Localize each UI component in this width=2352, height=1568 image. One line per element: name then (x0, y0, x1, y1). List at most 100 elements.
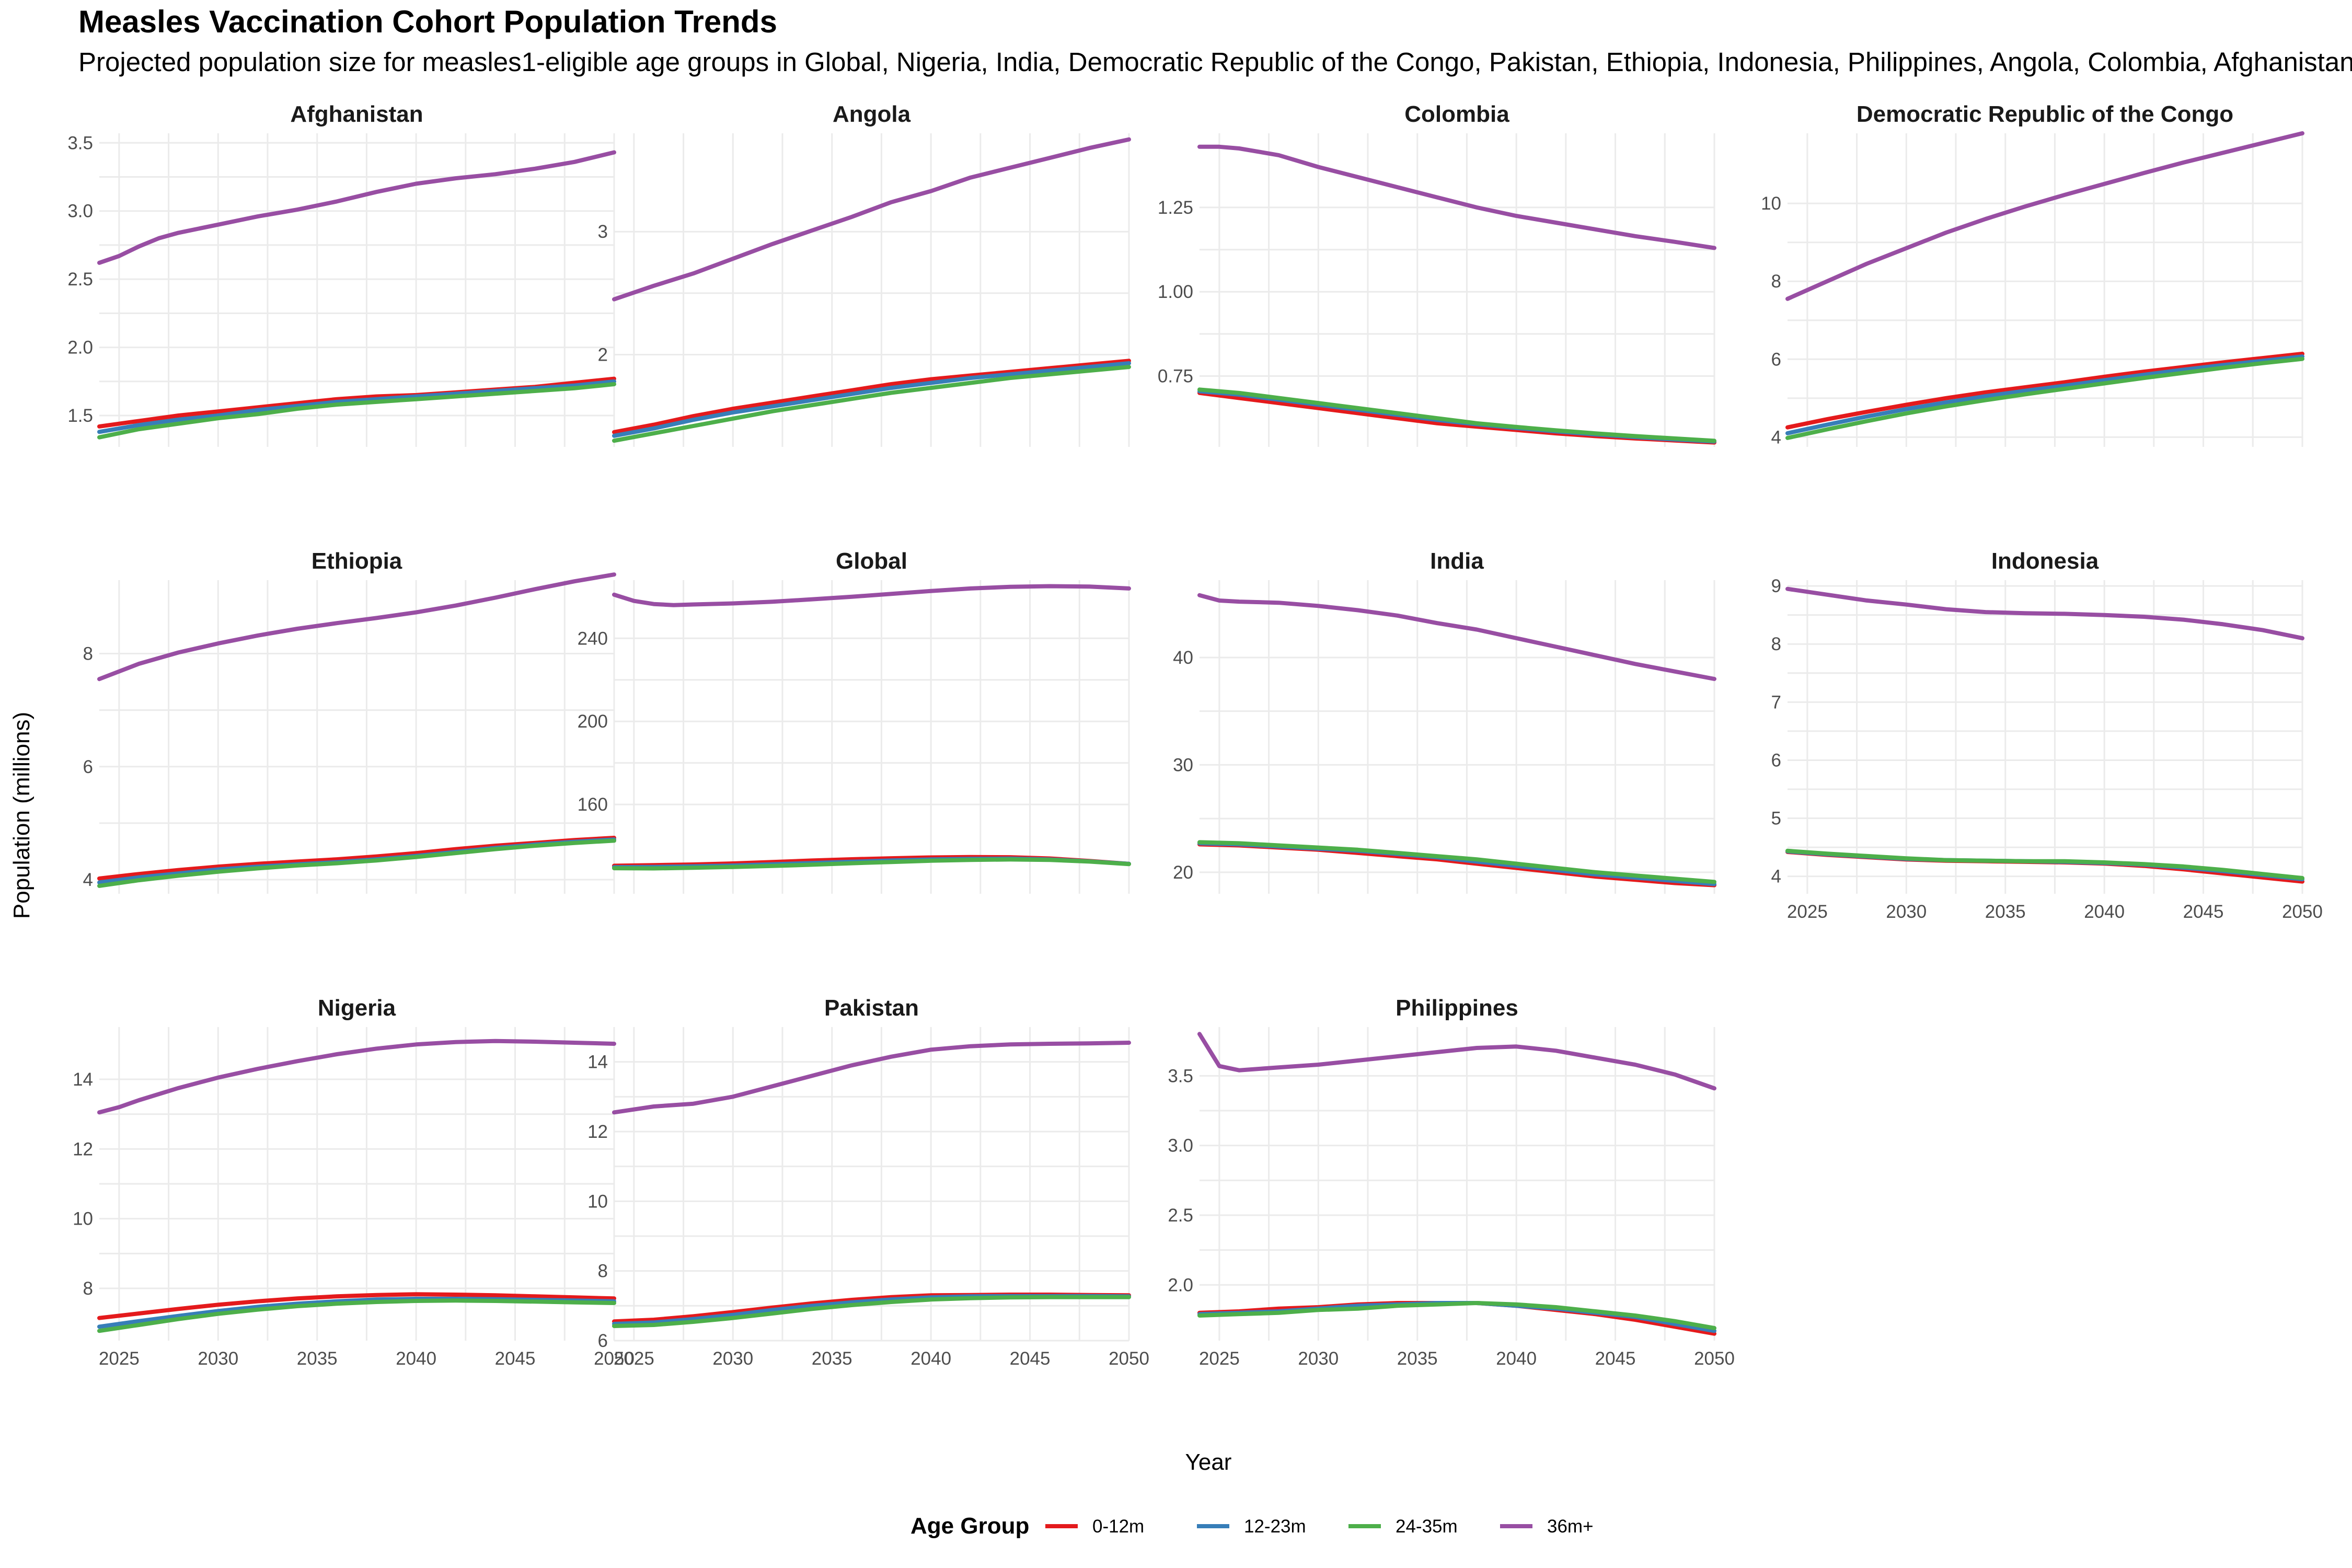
y-tick-label: 8 (83, 644, 93, 664)
series-line-24-35m (612, 365, 1131, 443)
grid-minor (99, 133, 614, 447)
y-tick-label: 10 (73, 1209, 93, 1229)
series-line-24-35m (1197, 1301, 1716, 1330)
facet-title: India (1430, 548, 1484, 574)
y-tick-label: 6 (1771, 349, 1781, 370)
legend-item-24-35m: 24-35m (1348, 1516, 1458, 1537)
x-tick-label: 2045 (1010, 1348, 1051, 1369)
series-line-12-23m (612, 361, 1131, 438)
y-tick-label: 10 (1761, 193, 1781, 214)
legend-title: Age Group (910, 1513, 1029, 1539)
facet-title: Colombia (1404, 101, 1509, 127)
legend-item-0-12m: 0-12m (1045, 1516, 1144, 1537)
y-tick-label: 3.0 (67, 201, 93, 222)
facet-angola: Angola 2 3 (598, 101, 1131, 447)
facet-title: Democratic Republic of the Congo (1857, 101, 2233, 127)
y-tick-label: 9 (1771, 576, 1781, 596)
grid-minor (99, 580, 614, 894)
series-line-36m (97, 1039, 616, 1115)
y-tick-label: 4 (1771, 427, 1781, 447)
y-tick-label: 3.5 (1168, 1066, 1193, 1086)
facet-title: Angola (833, 101, 911, 127)
facet-indonesia: Indonesia 4 5 6 7 8 9 2025 2030 2035 2040 2045 2050 (1771, 548, 2323, 922)
x-tick-label: 2035 (812, 1348, 852, 1369)
x-tick-label: 2030 (198, 1348, 238, 1369)
series-line-36m (1785, 131, 2304, 301)
facet-democratic-republic-of-the-congo: Democratic Republic of the Congo 4 6 8 10 (1761, 101, 2304, 447)
x-tick-label: 2050 (1109, 1348, 1149, 1369)
y-tick-label: 4 (1771, 867, 1781, 887)
x-axis-title: Year (1185, 1449, 1232, 1475)
chart-title: Measles Vaccination Cohort Population Tr… (78, 4, 777, 39)
legend: Age Group 0-12m 12-23m 24-35m 36m+ (910, 1513, 1594, 1539)
y-tick-label: 1.25 (1158, 198, 1193, 218)
grid-minor (1200, 1027, 1714, 1341)
x-tick-label: 2030 (712, 1348, 753, 1369)
series-line-36m (97, 572, 616, 682)
facet-panels: Afghanistan 1.5 2.0 2.5 3.0 3.5 Angola 2 3 Colomb… (67, 101, 2323, 1369)
x-tick-label: 2030 (1298, 1348, 1339, 1369)
legend-item-12-23m: 12-23m (1197, 1516, 1306, 1537)
x-tick-label: 2030 (1886, 902, 1927, 922)
facet-philippines: Philippines 2.0 2.5 3.0 3.5 2025 2030 2035 2040 2… (1168, 995, 1735, 1369)
y-tick-label: 8 (1771, 634, 1781, 654)
x-tick-label: 2040 (396, 1348, 436, 1369)
facet-title: Ethiopia (312, 548, 402, 574)
grid-minor (614, 580, 1129, 894)
y-tick-label: 8 (1771, 271, 1781, 292)
series-line-24-35m (612, 1295, 1131, 1328)
x-tick-label: 2035 (1985, 902, 2026, 922)
series-line-36m (1197, 593, 1716, 681)
y-tick-label: 12 (73, 1139, 93, 1159)
y-tick-label: 30 (1173, 755, 1193, 775)
y-tick-label: 14 (587, 1052, 608, 1073)
x-tick-label: 2025 (1787, 902, 1828, 922)
series-line-36m (612, 584, 1131, 607)
y-tick-label: 12 (587, 1122, 608, 1142)
y-tick-label: 10 (587, 1191, 608, 1212)
y-tick-label: 0.75 (1158, 366, 1193, 387)
x-tick-label: 2050 (2282, 902, 2323, 922)
facet-colombia: Colombia 0.75 1.00 1.25 (1158, 101, 1716, 447)
legend-label: 0-12m (1092, 1516, 1144, 1537)
y-tick-label: 1.00 (1158, 282, 1193, 302)
y-tick-label: 3 (598, 222, 608, 242)
y-axis-title: Population (millions) (9, 712, 34, 919)
y-tick-label: 6 (83, 757, 93, 777)
series-line-24-35m (1197, 840, 1716, 884)
y-tick-label: 2.5 (1168, 1205, 1193, 1226)
grid-minor (1788, 580, 2302, 894)
y-tick-label: 160 (578, 794, 608, 815)
series-line-36m (612, 137, 1131, 302)
x-tick-label: 2045 (2183, 902, 2224, 922)
x-tick-label: 2045 (495, 1348, 536, 1369)
x-tick-label: 2040 (2084, 902, 2125, 922)
series-line-0-12m (97, 1292, 616, 1320)
legend-label: 24-35m (1396, 1516, 1458, 1537)
y-tick-label: 4 (83, 870, 93, 890)
y-tick-label: 2.0 (67, 338, 93, 358)
series-line-12-23m (97, 379, 616, 434)
facet-ethiopia: Ethiopia 4 6 8 (83, 548, 616, 894)
y-tick-label: 200 (578, 711, 608, 732)
grid-minor (1788, 133, 2302, 447)
y-tick-label: 2 (598, 345, 608, 365)
x-tick-label: 2040 (910, 1348, 951, 1369)
facet-afghanistan: Afghanistan 1.5 2.0 2.5 3.0 3.5 (67, 101, 616, 447)
grid-minor (614, 1027, 1129, 1341)
series-line-12-23m (612, 1294, 1131, 1326)
x-tick-label: 2025 (99, 1348, 140, 1369)
legend-label: 36m+ (1547, 1516, 1594, 1537)
y-tick-label: 3.0 (1168, 1136, 1193, 1156)
series-line-24-35m (97, 382, 616, 440)
x-tick-label: 2050 (594, 1348, 635, 1369)
series-line-24-35m (97, 838, 616, 888)
y-tick-label: 20 (1173, 862, 1193, 883)
series-line-36m (1197, 1032, 1716, 1091)
legend-item-36m: 36m+ (1500, 1516, 1594, 1537)
facet-nigeria: Nigeria 8 10 12 14 2025 2030 2035 2040 2045 2050 (73, 995, 635, 1369)
series-line-24-35m (1785, 848, 2304, 880)
grid-minor (614, 133, 1129, 447)
x-tick-label: 2025 (1199, 1348, 1240, 1369)
